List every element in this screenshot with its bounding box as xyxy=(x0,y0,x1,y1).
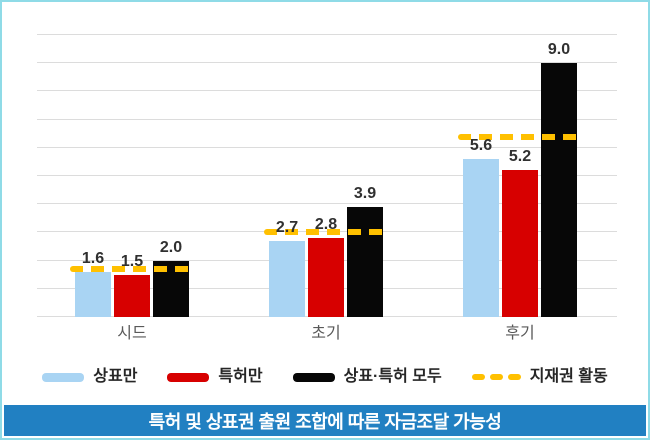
gridline xyxy=(37,90,617,92)
dash-icon xyxy=(507,374,521,380)
gridline xyxy=(37,62,617,64)
gridline xyxy=(37,175,617,176)
value-label: 9.0 xyxy=(547,41,571,59)
gridline xyxy=(37,203,617,205)
gridline xyxy=(37,118,617,120)
dash-icon xyxy=(471,374,485,380)
bar-특허만-시드 xyxy=(114,274,150,317)
bar-상표·특허 모두-후기 xyxy=(541,63,577,317)
bar-특허만-초기 xyxy=(308,238,344,317)
value-label: 5.2 xyxy=(508,148,532,166)
value-label: 1.6 xyxy=(81,249,105,267)
ipr-activity-dash-시드 xyxy=(70,266,194,273)
gridline xyxy=(37,146,617,148)
value-label: 3.9 xyxy=(353,185,377,203)
value-label: 2.7 xyxy=(275,218,299,236)
legend-swatch xyxy=(167,372,210,382)
plot-area: 1.6 1.5 2.0 2.7 2.8 3.9 5.6 5.2 9.0 xyxy=(37,34,617,317)
value-label: 2.8 xyxy=(314,216,338,234)
x-axis: 시드 초기 후기 xyxy=(37,324,617,346)
legend-item-상표·특허 모두: 상표·특허 모두 xyxy=(292,367,442,387)
legend-swatch xyxy=(42,372,85,382)
legend-item-지재권 활동: 지재권 활동 xyxy=(471,367,608,387)
value-label: 2.0 xyxy=(159,238,183,256)
legend-label: 특허만 xyxy=(218,368,263,385)
value-label: 5.6 xyxy=(469,137,493,155)
x-axis-label-초기: 초기 xyxy=(311,325,341,342)
bar-특허만-후기 xyxy=(502,170,538,317)
chart-title-bar: 특허 및 상표권 출원 조합에 따른 자금조달 가능성 xyxy=(4,405,646,436)
legend-label: 상표만 xyxy=(93,368,138,385)
bar-상표·특허 모두-초기 xyxy=(347,207,383,317)
x-axis-label-후기: 후기 xyxy=(505,325,535,342)
chart-title: 특허 및 상표권 출원 조합에 따른 자금조달 가능성 xyxy=(148,411,502,432)
legend-swatch xyxy=(292,372,335,382)
dash-icon xyxy=(489,374,503,380)
legend-item-특허만: 특허만 xyxy=(167,367,263,387)
bar-상표만-후기 xyxy=(463,159,499,317)
legend-label: 지재권 활동 xyxy=(529,368,608,385)
bar-상표만-초기 xyxy=(269,240,305,317)
ipr-activity-dash-후기 xyxy=(458,133,582,140)
legend: 상표만 특허만 상표·특허 모두 지재권 활동 xyxy=(2,365,648,389)
value-label: 1.5 xyxy=(120,252,144,270)
legend-dash-swatch xyxy=(471,374,521,380)
legend-item-상표만: 상표만 xyxy=(42,367,137,387)
bar-상표만-시드 xyxy=(75,271,111,317)
gridline xyxy=(37,34,617,35)
legend-label: 상표·특허 모두 xyxy=(343,368,442,385)
ipr-activity-dash-초기 xyxy=(264,229,388,236)
x-axis-label-시드: 시드 xyxy=(117,325,147,342)
